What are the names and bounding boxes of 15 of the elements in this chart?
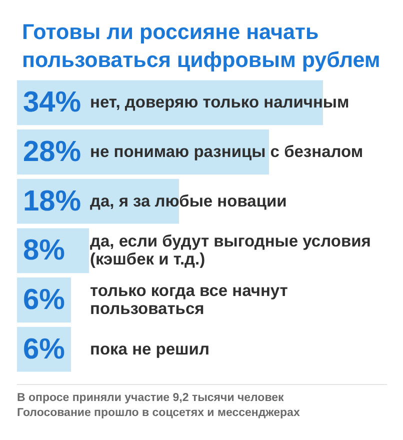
data-label: 6% — [23, 333, 66, 366]
y-tick-label: да, я за любые новации — [90, 192, 287, 210]
text: В опросе приняли участие 9,2 тысячи человек — [17, 392, 284, 404]
data-label: 8% — [23, 234, 66, 267]
chart-title: Готовы ли россияне начать пользоваться цифровым рублем — [22, 20, 380, 72]
data-label: 34% — [23, 86, 82, 119]
data-label: 6% — [23, 284, 66, 316]
y-tick-label: нет, доверяю только наличным — [90, 94, 350, 112]
data-label: 18% — [23, 185, 82, 218]
y-tick-label: пока не решил — [90, 340, 210, 358]
y-tick-label: да, если будут выгодные условия (кэшбек и т.д.) — [90, 232, 371, 269]
text: Голосование прошло в соцсетях и мессенджерах — [17, 407, 300, 419]
y-tick-label: только когда все начнут пользоваться — [90, 282, 288, 318]
data-label: 28% — [23, 136, 82, 168]
y-tick-label: не понимаю разницы с безналом — [90, 143, 364, 161]
